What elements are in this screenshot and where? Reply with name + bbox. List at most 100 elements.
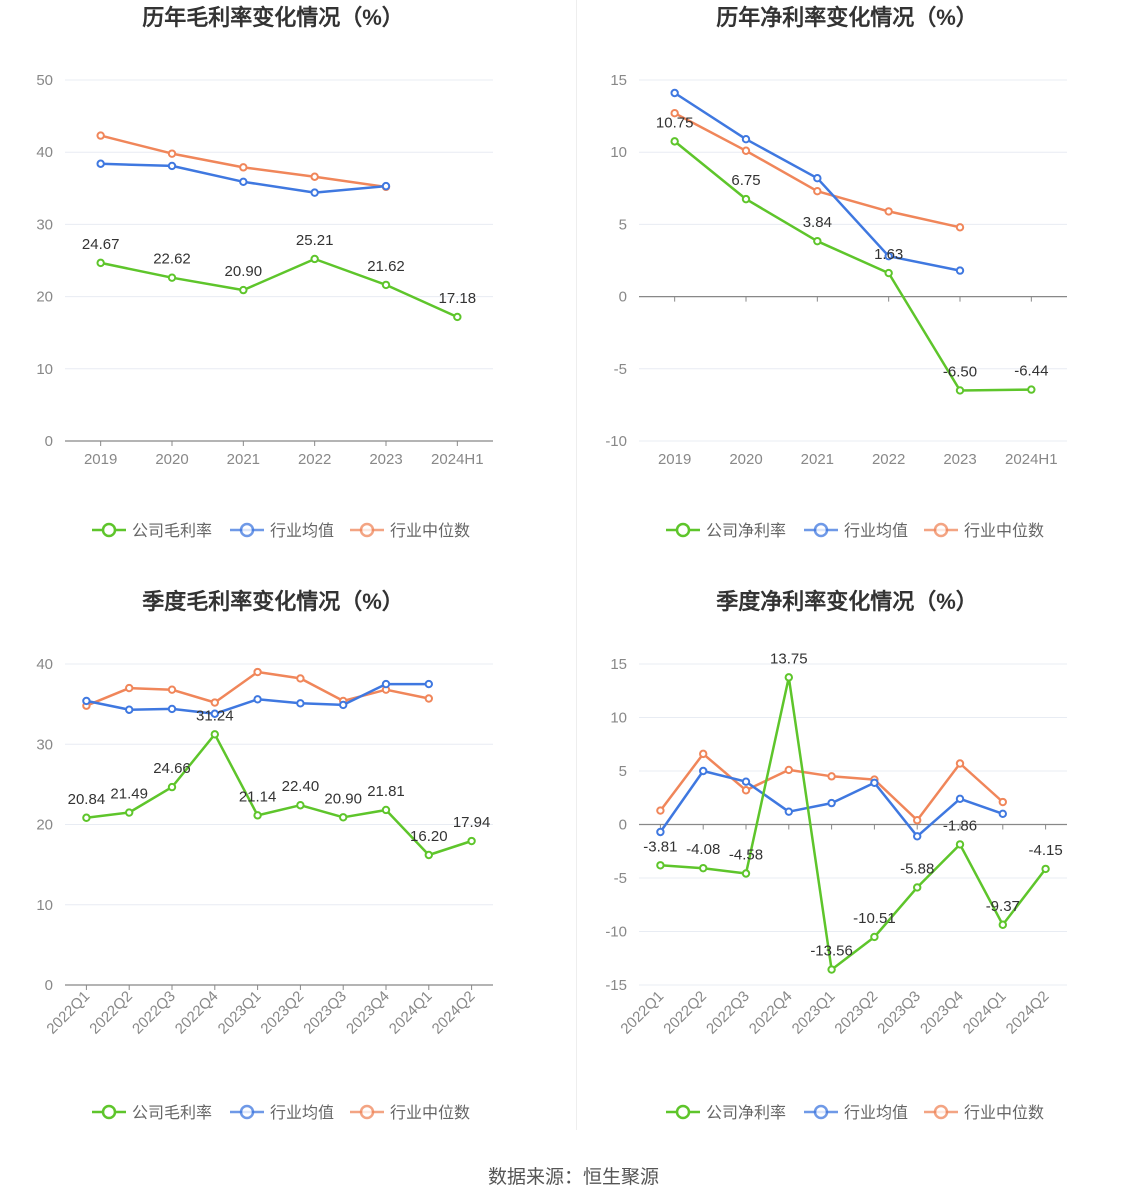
series-line-company	[660, 676, 1047, 971]
data-point-industry_avg	[913, 832, 922, 841]
y-tick-label: 40	[36, 144, 53, 161]
data-source-footer: 数据来源：恒生聚源	[487, 1167, 659, 1188]
data-label: 21.62	[367, 258, 405, 275]
legend-marker	[101, 522, 117, 538]
data-label: 24.66	[153, 760, 191, 777]
data-point-industry_avg	[253, 695, 262, 704]
data-point-industry_median	[955, 223, 965, 232]
x-tick-label: 2022Q2	[660, 988, 710, 1038]
legend-label: 公司毛利率	[132, 522, 212, 540]
data-label: -9.37	[986, 898, 1020, 915]
data-point-company	[453, 312, 462, 322]
legend-label: 行业中位数	[964, 1104, 1044, 1122]
y-tick-label: 10	[610, 144, 627, 161]
y-tick-label: 30	[36, 736, 53, 753]
data-point-industry_median	[239, 163, 248, 172]
data-point-industry_avg	[82, 696, 91, 706]
legend-label: 行业均值	[844, 1104, 908, 1122]
legend-marker	[813, 1104, 829, 1120]
data-point-industry_avg	[167, 704, 177, 714]
data-point-company	[1041, 864, 1050, 874]
legend-marker	[359, 1104, 375, 1120]
x-tick-label: 2022Q4	[172, 988, 222, 1038]
legend-item-industry_median[interactable]: 行业中位数	[350, 522, 470, 540]
data-point-company	[339, 813, 348, 822]
legend-item-industry_median[interactable]: 行业中位数	[924, 522, 1044, 540]
chart-panel-annual-gross-margin: 历年毛利率变化情况（%） 0 10 20 30 40 50 2019 2020 2021 2022 2…	[0, 0, 573, 582]
series-line-industry_median	[659, 752, 1004, 822]
legend-label: 行业均值	[844, 522, 908, 540]
data-label: 10.75	[656, 114, 694, 131]
data-point-industry_avg	[998, 809, 1007, 819]
legend-item-company[interactable]: 公司净利率	[666, 522, 786, 540]
data-point-industry_median	[884, 207, 893, 216]
data-point-industry_median	[670, 109, 679, 118]
data-point-industry_median	[913, 816, 922, 825]
data-point-company	[296, 801, 305, 810]
legend-item-industry_avg[interactable]: 行业均值	[230, 1104, 334, 1122]
data-point-industry_avg	[339, 700, 348, 710]
legend-marker	[933, 1104, 949, 1120]
y-tick-label: 0	[45, 977, 53, 994]
legend-item-company[interactable]: 公司净利率	[666, 1104, 786, 1122]
data-point-industry_avg	[955, 794, 965, 804]
data-point-industry_avg	[784, 807, 794, 816]
data-label: -4.08	[686, 841, 720, 858]
legend-marker	[813, 522, 829, 538]
panel-divider	[576, 0, 577, 1130]
data-point-company	[96, 258, 105, 268]
data-point-industry_avg	[310, 188, 319, 197]
legend-item-industry_avg[interactable]: 行业均值	[804, 1104, 908, 1122]
x-tick-label: 2023	[943, 451, 976, 468]
data-point-company	[381, 280, 391, 290]
data-point-industry_median	[741, 146, 751, 155]
x-tick-label: 2020	[155, 451, 188, 468]
y-tick-label: 10	[610, 710, 627, 727]
y-tick-label: 0	[45, 433, 53, 450]
data-label: 22.40	[282, 778, 320, 795]
legend-item-industry_avg[interactable]: 行业均值	[804, 522, 908, 540]
x-tick-label: 2021	[801, 451, 834, 468]
data-point-company	[870, 932, 879, 942]
data-point-company	[424, 850, 433, 860]
chart-annual-net-margin: 历年净利率变化情况（%） -10 -5 0 5 10 15 2019 2020 2021 2022 2…	[605, 5, 1067, 540]
data-point-industry_median	[424, 694, 433, 703]
legend-label: 行业均值	[270, 522, 334, 540]
legend-item-industry_avg[interactable]: 行业均值	[230, 522, 334, 540]
data-point-industry_avg	[424, 679, 433, 689]
y-tick-label: 15	[610, 656, 627, 673]
data-point-industry_median	[656, 806, 665, 815]
series-line-industry_median	[674, 112, 961, 229]
data-point-company	[741, 869, 751, 878]
data-point-industry_median	[310, 172, 319, 181]
data-label: -6.44	[1014, 363, 1048, 380]
x-tick-label: 2023Q4	[917, 988, 967, 1038]
data-label: 22.62	[153, 251, 191, 268]
data-label: 20.90	[225, 263, 263, 280]
data-point-industry_avg	[210, 709, 220, 718]
data-point-industry_median	[827, 772, 836, 781]
legend-item-company[interactable]: 公司毛利率	[92, 1104, 212, 1122]
x-tick-label: 2024Q1	[386, 988, 436, 1038]
data-point-company	[381, 805, 391, 815]
data-point-industry_median	[96, 131, 105, 140]
legend-item-industry_median[interactable]: 行业中位数	[350, 1104, 470, 1122]
data-point-industry_avg	[239, 177, 248, 187]
data-point-industry_avg	[125, 705, 134, 714]
y-tick-label: 0	[619, 817, 627, 834]
x-tick-label: 2019	[84, 451, 117, 468]
data-point-company	[884, 268, 893, 278]
y-tick-label: 10	[36, 897, 53, 914]
data-point-company	[125, 808, 134, 817]
data-point-company	[784, 673, 794, 682]
y-tick-label: -10	[605, 433, 627, 450]
data-point-industry_avg	[741, 777, 751, 786]
x-tick-label: 2024Q1	[960, 988, 1010, 1038]
x-tick-label: 2022	[298, 451, 331, 468]
legend-item-industry_median[interactable]: 行业中位数	[924, 1104, 1044, 1122]
x-tick-label: 2023Q1	[789, 988, 839, 1038]
chart-title: 季度净利率变化情况（%）	[716, 589, 978, 614]
x-tick-label: 2022Q4	[746, 988, 796, 1038]
legend-item-company[interactable]: 公司毛利率	[92, 522, 212, 540]
x-tick-label: 2021	[227, 451, 260, 468]
